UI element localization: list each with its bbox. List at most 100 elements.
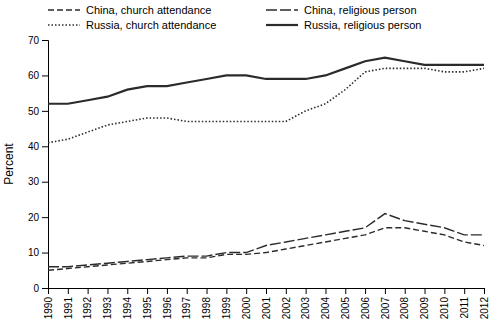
x-tick: 1990 — [43, 288, 54, 319]
y-tick: 40 — [28, 141, 48, 152]
x-tick: 1994 — [122, 288, 133, 319]
x-tick-mark — [484, 288, 485, 294]
x-tick-label: 2006 — [360, 297, 371, 320]
x-tick-label: 2011 — [459, 297, 470, 319]
x-tick: 1999 — [221, 288, 232, 319]
x-tick: 2007 — [380, 288, 391, 319]
legend-item: China, religious person — [266, 4, 417, 16]
x-tick-label: 1999 — [221, 297, 232, 320]
legend-label: Russia, religious person — [304, 19, 421, 31]
x-tick: 2001 — [261, 288, 272, 319]
y-tick-mark — [42, 40, 48, 41]
x-tick-mark — [246, 288, 247, 294]
lines — [48, 58, 484, 271]
x-tick-mark — [405, 288, 406, 294]
chart: 1990 1991 1992 1993 1994 1995 1996 1997 1998 1999… — [0, 0, 500, 332]
x-tick-label: 2002 — [281, 297, 292, 320]
x-tick-mark — [444, 288, 445, 294]
x-tick-mark — [266, 288, 267, 294]
x-tick-mark — [127, 288, 128, 294]
x-tick-mark — [207, 288, 208, 294]
x-tick-mark — [464, 288, 465, 294]
x-tick-label: 2004 — [320, 297, 331, 320]
legend-label: China, church attendance — [86, 4, 211, 16]
x-tick: 2008 — [399, 288, 410, 319]
legend-label: Russia, church attendance — [86, 19, 216, 31]
legend: China, church attendance China, religious… — [48, 4, 421, 31]
x-tick: 2005 — [340, 288, 351, 319]
x-tick-label: 2005 — [340, 297, 351, 320]
x-tick: 1997 — [181, 288, 192, 319]
x-tick-mark — [107, 288, 108, 294]
y-tick-label: 20 — [28, 212, 40, 223]
x-tick: 2012 — [479, 288, 490, 319]
x-tick-mark — [385, 288, 386, 294]
x-tick-label: 1990 — [43, 297, 54, 320]
x-tick-label: 2007 — [380, 297, 391, 320]
x-tick-mark — [306, 288, 307, 294]
legend-item: Russia, religious person — [266, 19, 421, 31]
x-tick: 2004 — [320, 288, 331, 319]
y-tick-mark — [42, 253, 48, 254]
plot: 1990 1991 1992 1993 1994 1995 1996 1997 1998 1999… — [28, 35, 490, 320]
legend-swatch — [266, 24, 298, 26]
x-tick-mark — [286, 288, 287, 294]
y-tick: 30 — [28, 176, 48, 187]
x-tick: 1993 — [102, 288, 113, 319]
x-tick-label: 1993 — [102, 297, 113, 320]
x-tick: 1996 — [162, 288, 173, 319]
x-tick-label: 2012 — [479, 297, 490, 320]
legend-item: China, church attendance — [48, 4, 211, 16]
x-tick: 2002 — [281, 288, 292, 319]
x-tick-label: 2000 — [241, 297, 252, 320]
x-tick: 2010 — [439, 288, 450, 319]
x-tick-mark — [226, 288, 227, 294]
y-axis: 0 10 20 30 40 50 60 70 — [28, 35, 49, 294]
legend-swatch — [48, 9, 80, 10]
x-tick: 2011 — [459, 288, 470, 319]
x-tick-label: 1992 — [82, 297, 93, 320]
x-tick: 2003 — [300, 288, 311, 319]
x-tick-mark — [365, 288, 366, 294]
x-tick-mark — [425, 288, 426, 294]
y-axis-title: Percent — [2, 143, 16, 185]
y-tick-label: 10 — [28, 247, 40, 258]
x-tick-label: 1994 — [122, 297, 133, 320]
x-tick: 1991 — [63, 288, 74, 319]
x-axis-line — [49, 289, 485, 295]
series-line — [48, 58, 484, 104]
y-tick-label: 0 — [33, 283, 39, 294]
x-tick-mark — [147, 288, 148, 294]
x-tick-label: 1997 — [181, 297, 192, 320]
legend-swatch — [48, 24, 80, 26]
y-tick-mark — [42, 288, 48, 289]
series-line — [48, 214, 484, 267]
y-tick-mark — [42, 182, 48, 183]
x-tick-label: 2001 — [261, 297, 272, 320]
y-tick: 20 — [28, 212, 48, 223]
x-tick-label: 2003 — [300, 297, 311, 320]
legend-swatch — [266, 9, 298, 10]
y-tick: 0 — [33, 283, 48, 294]
y-tick: 50 — [28, 106, 48, 117]
x-tick-label: 2008 — [399, 297, 410, 320]
y-tick-mark — [42, 217, 48, 218]
y-tick: 60 — [28, 70, 48, 81]
x-tick-label: 1998 — [201, 297, 212, 320]
x-tick-mark — [167, 288, 168, 294]
x-tick: 1995 — [142, 288, 153, 319]
x-tick-label: 1996 — [162, 297, 173, 320]
y-tick-label: 70 — [28, 35, 40, 46]
x-tick: 2000 — [241, 288, 252, 319]
y-axis-line — [42, 41, 49, 289]
y-tick-label: 40 — [28, 141, 40, 152]
x-tick: 2009 — [419, 288, 430, 319]
y-tick-mark — [42, 111, 48, 112]
x-tick: 1998 — [201, 288, 212, 319]
x-tick-label: 2010 — [439, 297, 450, 320]
x-tick-mark — [325, 288, 326, 294]
legend-label: China, religious person — [304, 4, 417, 16]
x-tick: 1992 — [82, 288, 93, 319]
y-tick-label: 30 — [28, 176, 40, 187]
y-tick-mark — [42, 75, 48, 76]
